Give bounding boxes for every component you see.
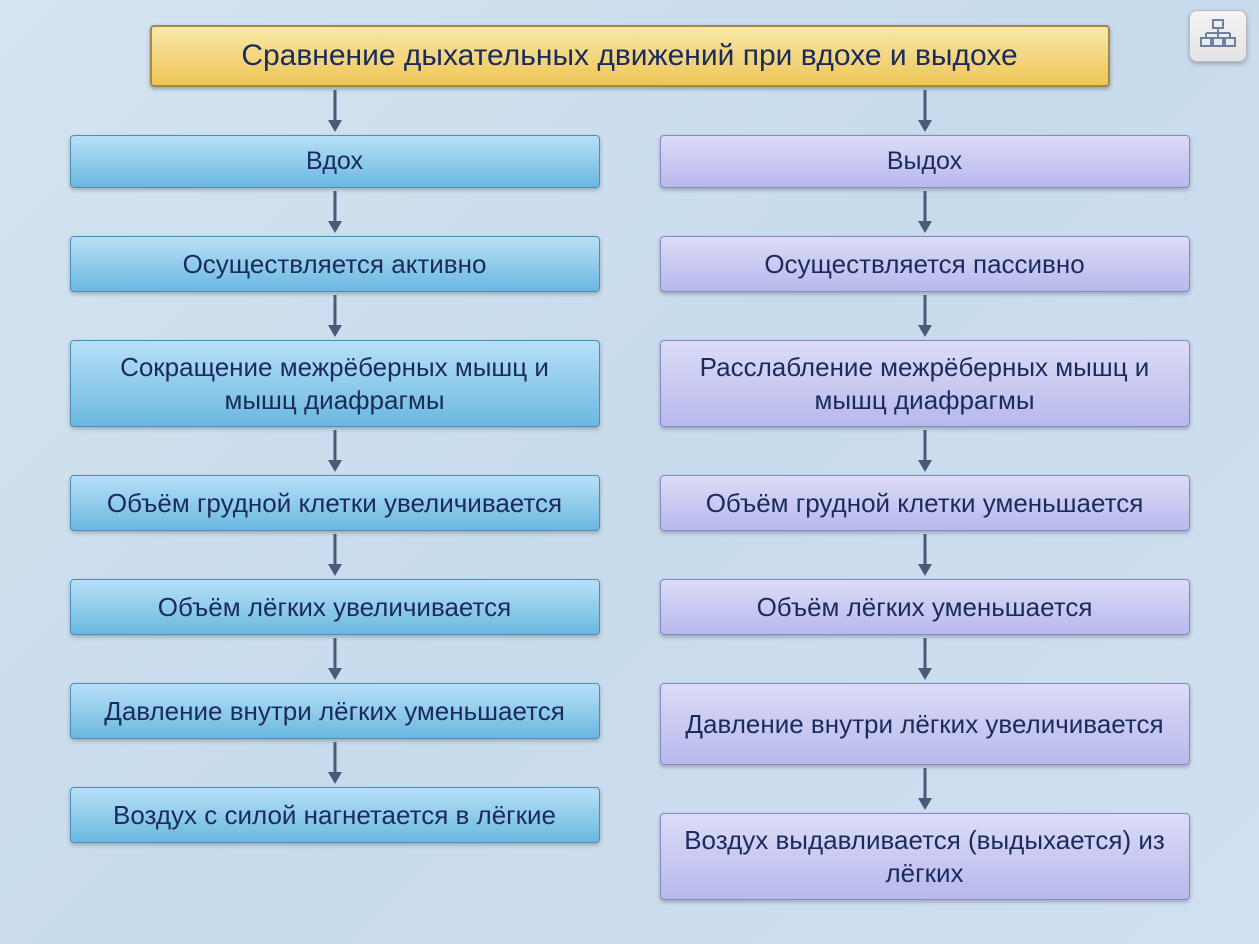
left-column: Вдох Осуществляется активно Сокращение м…	[70, 87, 600, 900]
flow-node: Сокращение межрёберных мышц и мышц диафр…	[70, 340, 600, 427]
flow-node: Давление внутри лёгких увеличивается	[660, 683, 1190, 765]
arrow-down-icon	[325, 87, 345, 135]
arrow-down-icon	[915, 765, 935, 813]
flow-node: Воздух выдавливается (выдыхается) из лёг…	[660, 813, 1190, 900]
flow-node: Воздух с силой нагнетается в лёгкие	[70, 787, 600, 843]
arrow-down-icon	[915, 292, 935, 340]
flow-node: Давление внутри лёгких уменьшается	[70, 683, 600, 739]
flow-node: Вдох	[70, 135, 600, 188]
arrow-down-icon	[325, 531, 345, 579]
columns-wrapper: Вдох Осуществляется активно Сокращение м…	[40, 87, 1219, 900]
flow-node: Объём лёгких уменьшается	[660, 579, 1190, 635]
flow-node: Осуществляется активно	[70, 236, 600, 292]
arrow-down-icon	[325, 739, 345, 787]
arrow-down-icon	[325, 635, 345, 683]
arrow-down-icon	[915, 531, 935, 579]
flow-node: Выдох	[660, 135, 1190, 188]
arrow-down-icon	[915, 635, 935, 683]
slide-container: Сравнение дыхательных движений при вдохе…	[0, 0, 1259, 944]
flow-node: Осуществляется пассивно	[660, 236, 1190, 292]
arrow-down-icon	[915, 87, 935, 135]
arrow-down-icon	[915, 427, 935, 475]
arrow-down-icon	[325, 188, 345, 236]
arrow-down-icon	[915, 188, 935, 236]
flow-node: Объём грудной клетки увеличивается	[70, 475, 600, 531]
flow-node: Объём лёгких увеличивается	[70, 579, 600, 635]
nav-hierarchy-button[interactable]	[1189, 10, 1247, 62]
diagram-title: Сравнение дыхательных движений при вдохе…	[150, 25, 1110, 87]
hierarchy-icon	[1200, 19, 1236, 54]
right-column: Выдох Осуществляется пассивно Расслаблен…	[660, 87, 1190, 900]
arrow-down-icon	[325, 427, 345, 475]
flow-node: Расслабление межрёберных мышц и мышц диа…	[660, 340, 1190, 427]
flow-node: Объём грудной клетки уменьшается	[660, 475, 1190, 531]
arrow-down-icon	[325, 292, 345, 340]
